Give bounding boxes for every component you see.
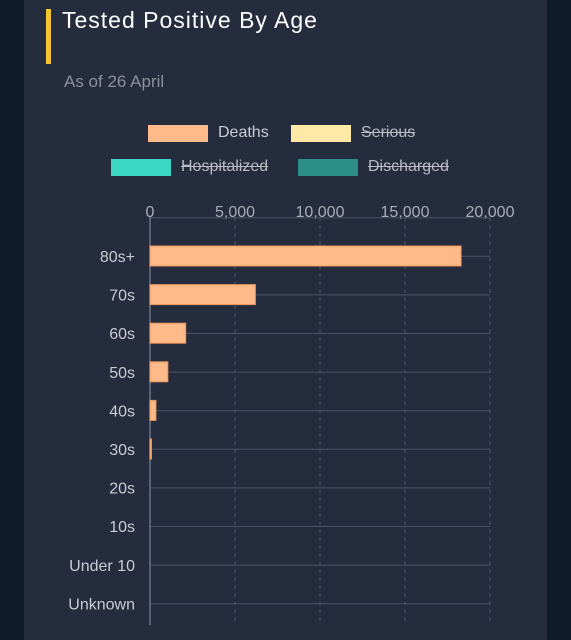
- x-tick-label: 5,000: [215, 204, 255, 221]
- y-tick-label: 80s+: [100, 249, 135, 266]
- y-tick-label: 60s: [109, 326, 135, 343]
- bar-deaths: [149, 399, 157, 421]
- chart-subtitle: As of 26 April: [64, 72, 165, 91]
- legend-swatch-serious: [291, 124, 351, 142]
- bar-deaths: [149, 361, 169, 383]
- y-tick-label: 20s: [109, 481, 135, 498]
- y-tick-label: Unknown: [68, 596, 135, 613]
- y-tick-label: 50s: [109, 365, 135, 382]
- y-tick-label: Under 10: [69, 558, 135, 575]
- chart-title: Tested Positive By Age: [62, 7, 318, 33]
- y-tick-label: 70s: [109, 288, 135, 305]
- legend-swatch-discharged: [298, 158, 358, 176]
- legend-item-hospitalized[interactable]: Hospitalized: [111, 158, 268, 176]
- legend-label-deaths: Deaths: [218, 124, 269, 141]
- x-tick-label: 20,000: [466, 204, 515, 221]
- bar-deaths: [149, 245, 462, 267]
- bar-deaths: [149, 438, 152, 460]
- y-tick-label: 10s: [109, 519, 135, 536]
- legend-label-hospitalized: Hospitalized: [181, 158, 269, 175]
- x-tick-label: 10,000: [296, 204, 345, 221]
- legend-label-serious: Serious: [361, 124, 416, 141]
- title-accent-bar: [46, 9, 51, 64]
- bar-deaths: [149, 322, 187, 344]
- y-tick-label: 30s: [109, 442, 135, 459]
- x-tick-label: 0: [146, 204, 155, 221]
- chart-card: Tested Positive By Age As of 26 April De…: [24, 0, 547, 640]
- legend-item-serious[interactable]: Serious: [291, 124, 415, 142]
- legend-label-discharged: Discharged: [368, 158, 449, 175]
- legend-item-discharged[interactable]: Discharged: [298, 158, 449, 176]
- y-tick-label: 40s: [109, 403, 135, 420]
- bar-chart: 0 5,000 10,000 15,000 20,000 80s+ 70s 60s 50s 40s…: [68, 204, 515, 625]
- legend-swatch-hospitalized: [111, 158, 171, 176]
- x-tick-label: 15,000: [381, 204, 430, 221]
- legend-swatch-deaths: [148, 124, 208, 142]
- bar-deaths: [149, 284, 256, 306]
- legend-item-deaths[interactable]: Deaths: [148, 124, 269, 142]
